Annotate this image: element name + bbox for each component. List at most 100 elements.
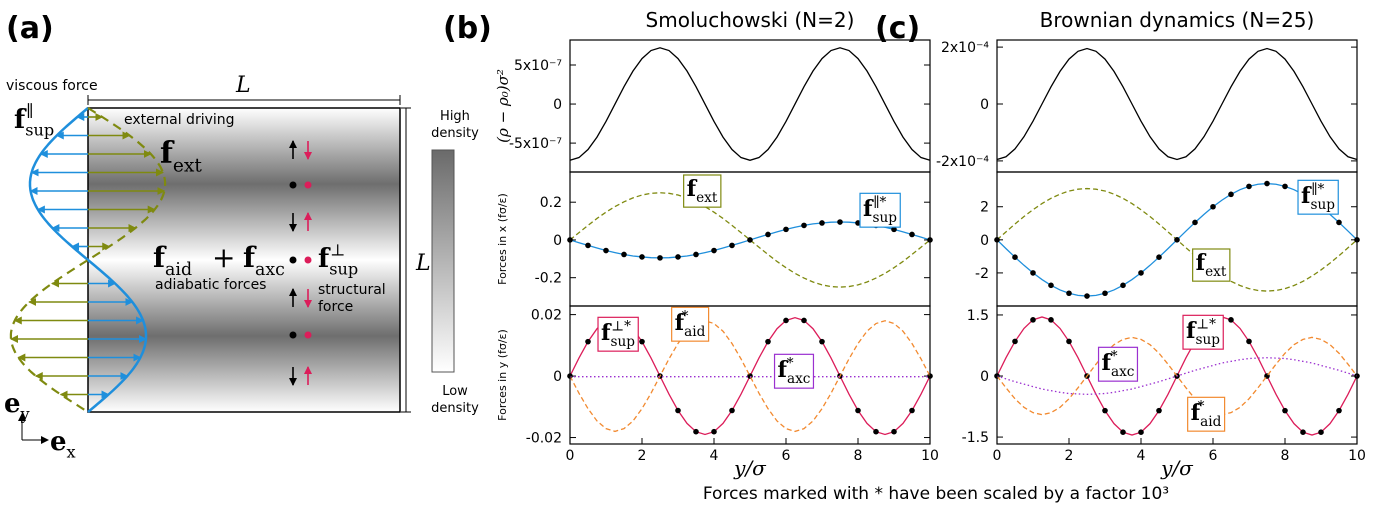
data-point xyxy=(1120,429,1126,435)
label-box xyxy=(1097,346,1139,382)
math-label: fsup⊥ xyxy=(318,241,358,279)
data-point xyxy=(1102,407,1108,414)
series-label: fext xyxy=(683,174,722,208)
x-tick-label: 0 xyxy=(566,448,575,464)
math-label: fext xyxy=(687,176,718,206)
plot-frame xyxy=(996,39,1358,173)
math-base: f xyxy=(1186,318,1197,344)
x-tick-label: 10 xyxy=(921,448,939,464)
data-point xyxy=(801,317,807,324)
data-point xyxy=(693,428,699,435)
plot-frame xyxy=(996,305,1358,445)
data-point xyxy=(585,338,591,345)
math-label: faid* xyxy=(1191,398,1222,430)
x-tick-label: 6 xyxy=(782,448,791,464)
data-point xyxy=(1030,317,1036,323)
panel-label: (c) xyxy=(875,11,920,46)
annotation: external driving xyxy=(124,112,235,128)
y-tick-label: 0.2 xyxy=(540,195,562,211)
panel-label: (b) xyxy=(443,11,492,46)
data-point xyxy=(765,231,771,238)
x-tick-label: 4 xyxy=(1137,448,1146,464)
particle xyxy=(304,256,312,264)
math-sub: sup xyxy=(1195,332,1220,348)
math-sup: * xyxy=(787,355,794,371)
math-label: faxc* xyxy=(1102,348,1135,380)
data-point xyxy=(585,242,591,249)
math-sup: ∥* xyxy=(873,194,886,210)
data-point xyxy=(1012,338,1018,345)
math-sub: aid xyxy=(1200,414,1221,430)
data-point xyxy=(837,219,843,225)
y-tick-label: -0.2 xyxy=(535,271,562,287)
math-base: f xyxy=(863,196,874,222)
y-tick-label: 0 xyxy=(553,369,562,385)
y-tick-label: 0 xyxy=(553,233,562,249)
particle xyxy=(289,331,297,339)
math-label: ey xyxy=(4,389,31,423)
particle xyxy=(289,181,297,189)
x-axis-label: y/σ xyxy=(733,456,767,480)
y-tick-label: 0 xyxy=(553,97,562,113)
data-point xyxy=(729,407,735,414)
data-point xyxy=(1030,270,1036,276)
data-point xyxy=(1318,429,1324,435)
math-base: f xyxy=(243,241,257,274)
label-box xyxy=(683,174,722,208)
math-sub: sup xyxy=(872,210,897,226)
plot-frame xyxy=(569,39,931,173)
y-tick-label: 0 xyxy=(980,97,989,113)
data-point xyxy=(1228,191,1234,198)
math-sub: sup xyxy=(329,259,358,278)
y-tick-label: 5x10⁻⁷ xyxy=(514,58,562,74)
y-axis-label: Forces in y (fσ/ε) xyxy=(496,329,509,421)
data-point xyxy=(1066,338,1072,345)
math-sup: * xyxy=(682,308,689,324)
series-line xyxy=(996,47,1358,161)
data-point xyxy=(855,220,861,226)
math-base: f xyxy=(160,136,175,171)
x-tick-label: 6 xyxy=(1209,448,1218,464)
length-label: L xyxy=(415,251,431,276)
data-point xyxy=(729,242,735,249)
math-sub: sup xyxy=(25,120,54,139)
data-point xyxy=(1300,429,1306,435)
charts: 5x10⁻⁷ 0 -5x10⁻⁷ Smoluchowski (N=2) (b) (ρ − … xyxy=(443,8,1366,504)
chart-title: Smoluchowski (N=2) xyxy=(646,8,855,32)
data-point xyxy=(1282,407,1288,414)
data-point xyxy=(1102,290,1108,297)
x-tick-label: 2 xyxy=(1065,448,1074,464)
math-base: f xyxy=(687,176,698,202)
annotation: Low xyxy=(442,384,468,399)
math-sup: * xyxy=(1111,348,1118,364)
data-point xyxy=(1012,254,1018,260)
math-base: f xyxy=(601,320,612,346)
data-point xyxy=(1192,219,1198,226)
data-point xyxy=(1138,270,1144,276)
data-point xyxy=(1138,429,1144,435)
series-line xyxy=(996,357,1358,395)
math-sub: axc xyxy=(1111,364,1134,380)
math-label: faid xyxy=(153,241,192,280)
math-sup: ⊥* xyxy=(1196,316,1216,332)
math-label: fsup∥* xyxy=(1301,181,1335,213)
math-sub: y xyxy=(20,404,31,423)
data-point xyxy=(819,220,825,226)
data-point xyxy=(675,407,681,414)
y-tick-label: 2x10⁻⁴ xyxy=(941,40,989,56)
math-base: e xyxy=(50,427,67,457)
math-base: e xyxy=(4,389,21,419)
length-label: L xyxy=(235,73,251,98)
data-point xyxy=(1156,407,1162,414)
data-point xyxy=(855,407,861,414)
math-base: + xyxy=(212,241,235,274)
y-tick-label: -2x10⁻⁴ xyxy=(936,154,989,170)
series-line xyxy=(569,192,931,288)
math-base: f xyxy=(675,310,686,336)
particle xyxy=(304,181,312,189)
data-point xyxy=(621,251,627,258)
footnote: Forces marked with * have been scaled by… xyxy=(703,484,1169,504)
x-tick-label: 8 xyxy=(854,448,863,464)
